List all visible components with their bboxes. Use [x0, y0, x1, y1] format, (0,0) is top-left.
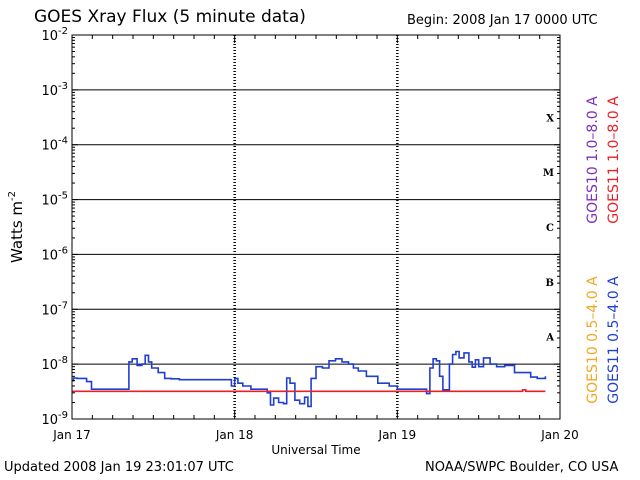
- y-tick-base: 10: [41, 84, 58, 99]
- y-tick-base: 10: [41, 248, 58, 263]
- y-tick-exponent: -3: [58, 81, 68, 92]
- x-tick-label: Jan 17: [52, 428, 91, 442]
- series-layer: [72, 350, 547, 408]
- y-tick-base: 10: [41, 139, 58, 154]
- y-tick-base: 10: [41, 29, 58, 44]
- x-tick-label: Jan 20: [540, 428, 579, 442]
- y-tick-label: 10-9: [41, 410, 68, 428]
- x-tick-labels: Jan 17 Jan 18 Jan 19 Jan 20: [52, 428, 579, 442]
- series-line: [72, 350, 547, 408]
- chart-title: GOES Xray Flux (5 minute data): [34, 7, 306, 27]
- y-tick-exponent: -2: [58, 26, 68, 37]
- y-tick-exponent: -6: [58, 245, 68, 256]
- updated-timestamp: Updated 2008 Jan 19 23:01:07 UTC: [4, 460, 234, 475]
- legend: GOES10 1.0–8.0 A GOES11 1.0–8.0 A GOES10 0…: [585, 96, 622, 404]
- begin-time-label: Begin: 2008 Jan 17 0000 UTC: [407, 13, 598, 28]
- y-tick-label: 10-3: [41, 81, 68, 99]
- flare-class-label: M: [543, 168, 554, 179]
- y-tick-label: 10-5: [41, 191, 68, 209]
- y-tick-label: 10-8: [41, 355, 68, 373]
- y-tick-base: 10: [41, 413, 58, 428]
- x-tick-label: Jan 19: [378, 428, 417, 442]
- series-line: [72, 389, 546, 393]
- y-axis-label: Watts m-2: [7, 191, 26, 263]
- y-axis-label-text: Watts m: [8, 201, 26, 263]
- flare-class-label: A: [545, 333, 554, 344]
- x-tick-label: Jan 18: [215, 428, 254, 442]
- y-axis-label-exponent: -2: [7, 191, 18, 201]
- y-tick-base: 10: [41, 358, 58, 373]
- y-tick-label: 10-2: [41, 26, 68, 44]
- legend-entry: GOES11 0.5–4.0 A: [606, 276, 622, 404]
- x-axis-label: Universal Time: [271, 443, 360, 457]
- legend-entry: GOES11 1.0–8.0 A: [606, 96, 622, 224]
- y-tick-exponent: -7: [58, 300, 68, 311]
- y-tick-exponent: -8: [58, 355, 68, 366]
- credit-label: NOAA/SWPC Boulder, CO USA: [425, 460, 619, 475]
- y-tick-label: 10-6: [41, 245, 68, 263]
- y-tick-label: 10-7: [41, 300, 68, 318]
- flare-class-label: C: [546, 223, 554, 234]
- axis-ticks: [71, 34, 561, 420]
- y-tick-exponent: -5: [58, 191, 68, 202]
- flare-class-label: B: [546, 278, 554, 289]
- y-tick-label: 10-4: [41, 136, 68, 154]
- flare-class-labels: A B C M X: [543, 113, 554, 343]
- y-tick-base: 10: [41, 194, 58, 209]
- y-tick-base: 10: [41, 303, 58, 318]
- legend-entry: GOES10 1.0–8.0 A: [585, 96, 601, 224]
- y-tick-exponent: -9: [58, 410, 68, 421]
- y-tick-labels: 10-910-810-710-610-510-410-310-2: [41, 26, 68, 428]
- y-tick-exponent: -4: [58, 136, 68, 147]
- legend-entry: GOES10 0.5–4.0 A: [585, 276, 601, 404]
- flare-class-label: X: [546, 113, 554, 124]
